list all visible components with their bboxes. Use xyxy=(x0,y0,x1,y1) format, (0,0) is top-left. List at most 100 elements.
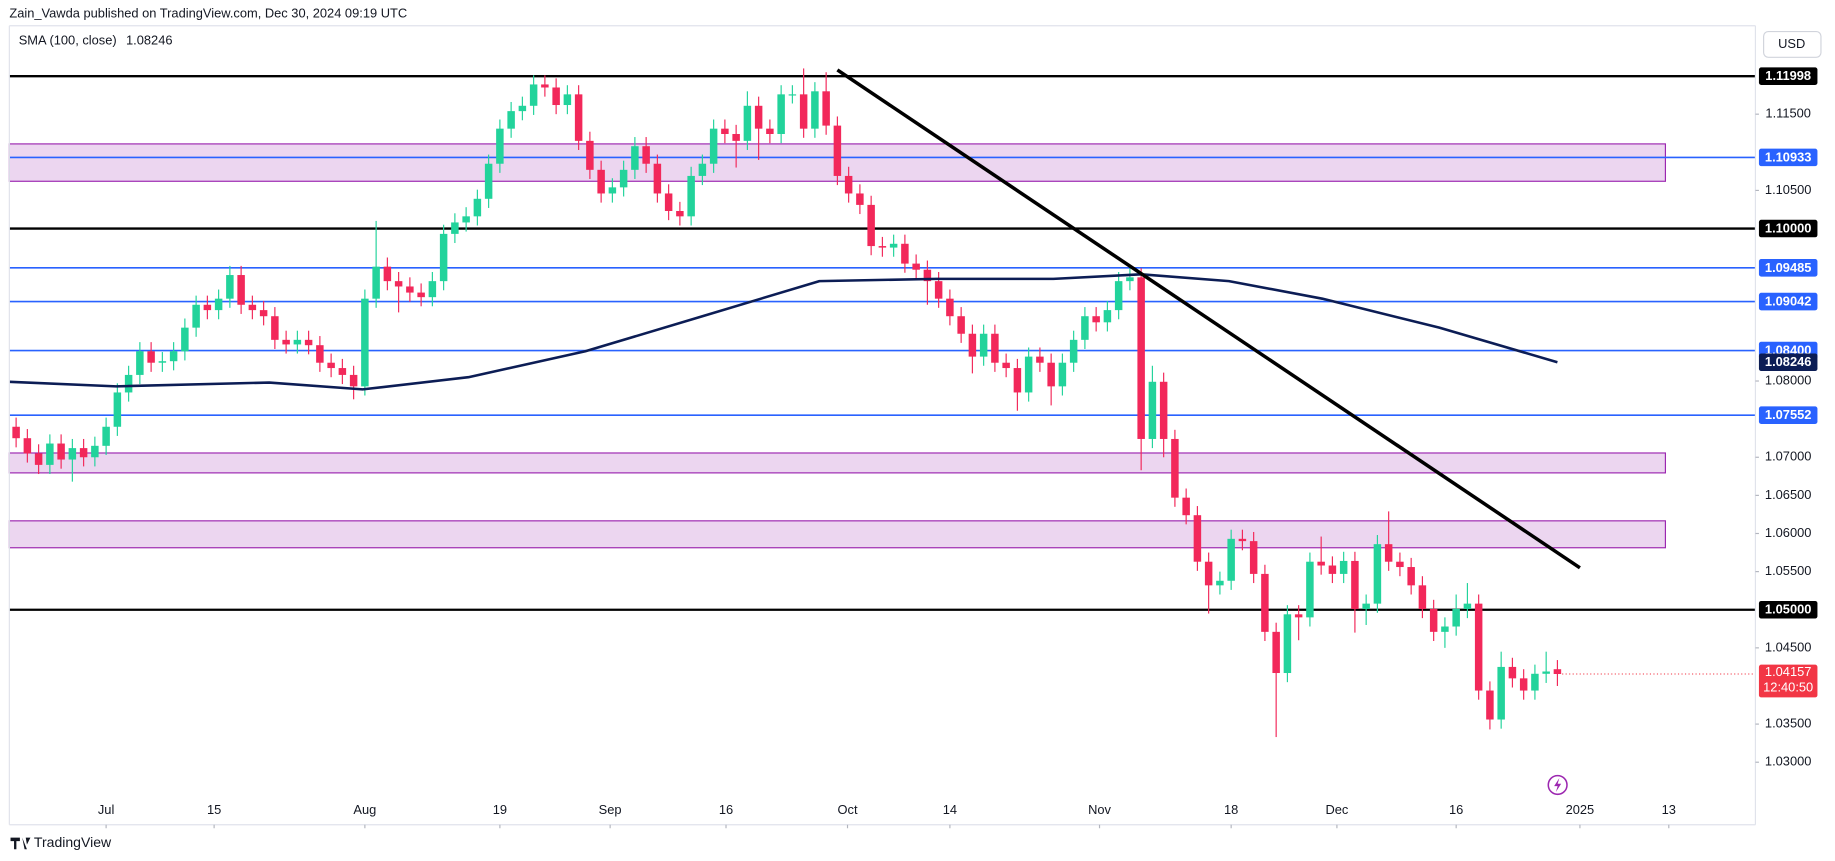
sma-line xyxy=(9,272,1558,391)
candle-body xyxy=(1114,281,1123,311)
candle-body xyxy=(1373,544,1382,604)
candle-body xyxy=(1497,666,1505,720)
legend-value: 1.08246 xyxy=(126,32,172,47)
candle-body xyxy=(586,140,594,170)
candle-body xyxy=(417,292,425,298)
candle-body xyxy=(259,310,268,317)
candle-body xyxy=(1351,560,1359,609)
candle-body xyxy=(271,316,279,340)
candle-body xyxy=(1148,381,1157,439)
y-tick-label: 1.07000 xyxy=(1765,449,1811,464)
candle-body xyxy=(844,175,853,194)
candle-body xyxy=(12,426,20,439)
candle-body xyxy=(1418,585,1427,609)
y-tick-label: 1.06500 xyxy=(1765,487,1811,502)
candle-body xyxy=(743,105,752,141)
candle-body xyxy=(608,187,617,194)
candle-body xyxy=(597,169,605,194)
x-tick-label: Dec xyxy=(1325,802,1348,817)
y-tick-label: 1.06000 xyxy=(1765,525,1811,540)
currency-button[interactable] xyxy=(1763,31,1822,58)
candle-body xyxy=(619,169,628,188)
icon-bolt[interactable] xyxy=(1554,777,1562,792)
candle-body xyxy=(1249,541,1258,574)
candle-body xyxy=(1441,626,1449,632)
icon-ring[interactable] xyxy=(1547,774,1568,796)
candle-body xyxy=(957,316,965,334)
level-label: 1.07552 xyxy=(1765,407,1811,422)
candle-body xyxy=(833,125,842,176)
candle-body xyxy=(889,243,898,248)
candle-body xyxy=(1193,515,1202,562)
candle-body xyxy=(1058,362,1067,387)
candle-body xyxy=(642,146,650,164)
candle-body xyxy=(428,281,437,298)
candle-body xyxy=(91,445,99,458)
candle-body xyxy=(406,286,414,293)
level-label: 1.09485 xyxy=(1765,260,1811,275)
lightning-icon[interactable] xyxy=(1547,774,1568,796)
candle-body xyxy=(1294,614,1303,618)
candle-body xyxy=(1013,368,1022,393)
candle-body xyxy=(507,111,515,129)
candle-body xyxy=(766,128,774,134)
x-tick-label: Aug xyxy=(353,802,376,817)
candle-body xyxy=(1261,573,1269,632)
candle-body xyxy=(968,333,977,357)
candle-body xyxy=(1182,497,1190,516)
candle-body xyxy=(1272,631,1280,674)
x-tick-label: 16 xyxy=(719,802,733,817)
candle-body xyxy=(1024,356,1033,393)
candle-body xyxy=(574,94,583,141)
candle-body xyxy=(181,327,189,352)
candle-body xyxy=(282,339,290,345)
candle-body xyxy=(1486,690,1494,720)
candle-body xyxy=(878,246,887,248)
candle-body xyxy=(226,275,234,299)
candle-body xyxy=(57,443,65,460)
candle-body xyxy=(1519,678,1528,691)
legend: SMA (100, close) 1.08246 xyxy=(19,32,173,47)
candle-body xyxy=(113,392,122,427)
candle-body xyxy=(1542,671,1550,674)
candle-body xyxy=(664,193,673,212)
level-box xyxy=(1758,67,1818,85)
candle-body xyxy=(473,198,482,217)
candle-body xyxy=(124,374,133,393)
candle-body xyxy=(934,281,943,299)
candle-body xyxy=(687,175,695,217)
level-label: 1.10000 xyxy=(1765,221,1811,236)
candle-body xyxy=(1463,603,1472,609)
candle-body xyxy=(68,448,77,460)
candle-body xyxy=(304,339,313,346)
y-tick-label: 1.03000 xyxy=(1765,754,1811,769)
candle-body xyxy=(1407,567,1415,586)
candle-body xyxy=(34,453,43,465)
candle-body xyxy=(1531,673,1539,691)
x-tick-label: Nov xyxy=(1088,802,1111,817)
candle-body xyxy=(1283,614,1292,674)
plot-area xyxy=(8,68,1756,738)
x-tick-label: 13 xyxy=(1662,802,1676,817)
candle-body xyxy=(631,146,639,170)
level-box xyxy=(1758,259,1818,277)
candle-body xyxy=(192,304,200,328)
candle-body xyxy=(777,94,785,134)
candle-body xyxy=(496,128,504,164)
level-box xyxy=(1758,600,1818,619)
candle-body xyxy=(1036,356,1044,363)
candle-body xyxy=(912,263,920,270)
y-tick-label: 1.03500 xyxy=(1765,716,1811,731)
candle-body xyxy=(372,266,380,299)
y-tick-label: 1.05500 xyxy=(1765,563,1811,578)
candle-body xyxy=(484,163,493,199)
level-label: 1.11998 xyxy=(1765,68,1811,83)
candle-body xyxy=(1306,561,1314,618)
candle-body xyxy=(1384,544,1393,562)
candle-body xyxy=(1171,438,1179,498)
candle-body xyxy=(799,94,808,129)
candle-body xyxy=(439,233,448,282)
candle-body xyxy=(327,362,335,369)
currency-label[interactable]: USD xyxy=(1778,36,1805,51)
